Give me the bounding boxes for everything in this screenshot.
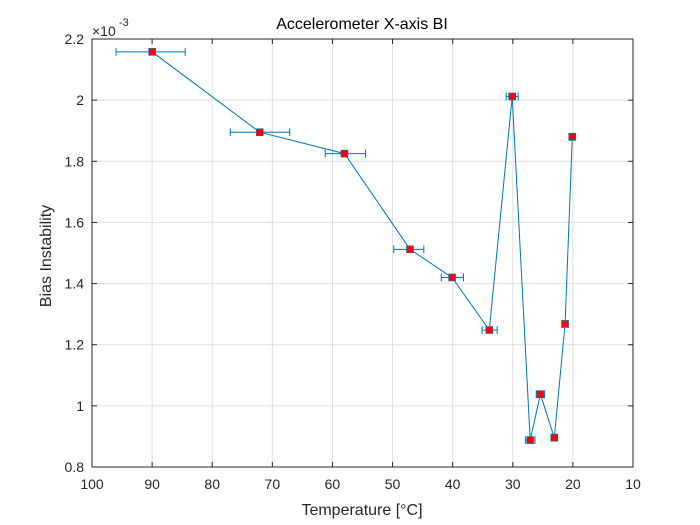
data-point [568,133,577,141]
data-point [485,326,494,334]
y-axis-label: Bias Instability [38,205,55,307]
x-tick-label: 10 [625,476,641,492]
y-tick-label: 2 [76,92,84,108]
ticks [91,38,634,468]
x-tick-label: 60 [325,476,341,492]
y-tick-label: 0.8 [65,459,85,475]
exponent-base: ×10 [92,23,116,39]
data-layer [115,47,577,445]
x-tick-label: 80 [204,476,220,492]
x-axis-label: Temperature [°C] [301,502,422,519]
data-point [526,436,535,444]
data-point [448,273,456,282]
y-tick-label: 1.8 [65,153,85,169]
y-axis-exponent: ×10 -3 [92,17,129,39]
x-tick-label: 100 [80,476,104,492]
exponent-power: -3 [119,17,129,29]
y-tick-label: 1 [76,398,84,414]
tick-labels: 100 90 80 70 60 50 40 30 20 10 0.8 1 1.2 1.4 1.6 1.8 2 2.… [65,31,641,492]
x-tick-label: 30 [505,476,521,492]
data-point [536,390,545,399]
x-tick-label: 40 [445,476,461,492]
y-tick-label: 1.2 [65,337,85,353]
y-tick-label: 1.4 [65,276,85,292]
y-tick-label: 2.2 [65,31,85,47]
data-point [255,128,264,137]
data-point [508,92,516,101]
data-point [561,320,569,328]
axes-frame [91,38,634,468]
data-point [550,433,559,442]
x-tick-label: 50 [385,476,401,492]
data-point [148,48,156,56]
chart-title: Accelerometer X-axis BI [276,16,448,33]
series-line [151,51,573,441]
x-tick-label: 20 [565,476,581,492]
x-tick-label: 70 [265,476,281,492]
plot-area [92,39,633,467]
y-tick-label: 1.6 [65,214,85,230]
x-tick-label: 90 [144,476,160,492]
data-point [340,149,349,158]
data-point [406,245,414,254]
